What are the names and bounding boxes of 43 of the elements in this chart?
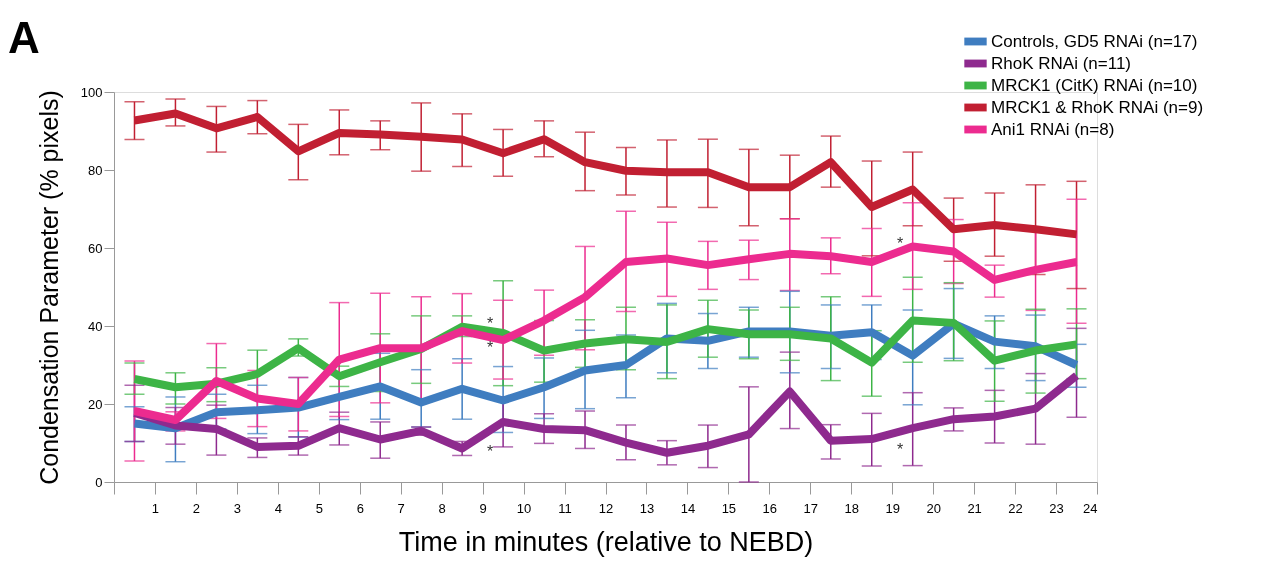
x-tick-label: 22 (1008, 500, 1023, 516)
x-tick-label: 9 (479, 500, 487, 516)
x-tick-label: 10 (516, 500, 532, 516)
annotation: * (486, 339, 494, 356)
y-tick-label: 100 (80, 84, 103, 100)
y-tick-label: 0 (95, 474, 103, 490)
x-tick-label: 19 (885, 500, 900, 516)
annotation: * (486, 443, 494, 460)
x-tick-label: 16 (762, 500, 778, 516)
x-tick-label: 11 (558, 500, 572, 516)
x-tick-label: 20 (926, 500, 941, 516)
y-tick-label: 60 (88, 240, 103, 256)
x-tick-label: 4 (274, 500, 282, 516)
x-tick-label: 2 (192, 500, 201, 516)
y-tick-label: 20 (88, 396, 103, 412)
y-tick-label: 80 (88, 162, 103, 178)
legend-label: Controls, GD5 RNAi (n=17) (991, 31, 1198, 51)
annotation: * (486, 315, 494, 332)
annotation: * (896, 441, 904, 458)
legend-label: MRCK1 (CitK) RNAi (n=10) (991, 75, 1198, 95)
legend-label: MRCK1 & RhoK RNAi (n=9) (991, 97, 1204, 117)
x-tick-label: 21 (967, 500, 982, 516)
x-tick-label: 8 (438, 500, 446, 516)
y-axis-title: Condensation Parameter (% pixels) (34, 90, 63, 485)
annotation: * (896, 235, 904, 252)
x-tick-label: 17 (803, 500, 819, 516)
x-tick-label: 12 (598, 500, 614, 516)
x-axis-title: Time in minutes (relative to NEBD) (398, 526, 814, 557)
x-tick-label: 6 (356, 500, 364, 516)
x-tick-label: 15 (721, 500, 737, 516)
y-tick-label: 40 (88, 318, 103, 334)
legend-label: Ani1 RNAi (n=8) (991, 119, 1115, 139)
x-tick-label: 14 (680, 500, 696, 516)
chart-title: A (8, 13, 40, 62)
x-tick-label: 23 (1049, 500, 1064, 516)
x-tick-label: 3 (233, 500, 241, 516)
x-tick-label: 24 (1083, 500, 1098, 516)
x-tick-label: 5 (315, 500, 323, 516)
legend-label: RhoK RNAi (n=11) (991, 53, 1131, 73)
x-tick-label: 7 (397, 500, 405, 516)
x-tick-label: 1 (151, 500, 160, 516)
x-tick-label: 18 (844, 500, 859, 516)
x-tick-label: 13 (639, 500, 655, 516)
